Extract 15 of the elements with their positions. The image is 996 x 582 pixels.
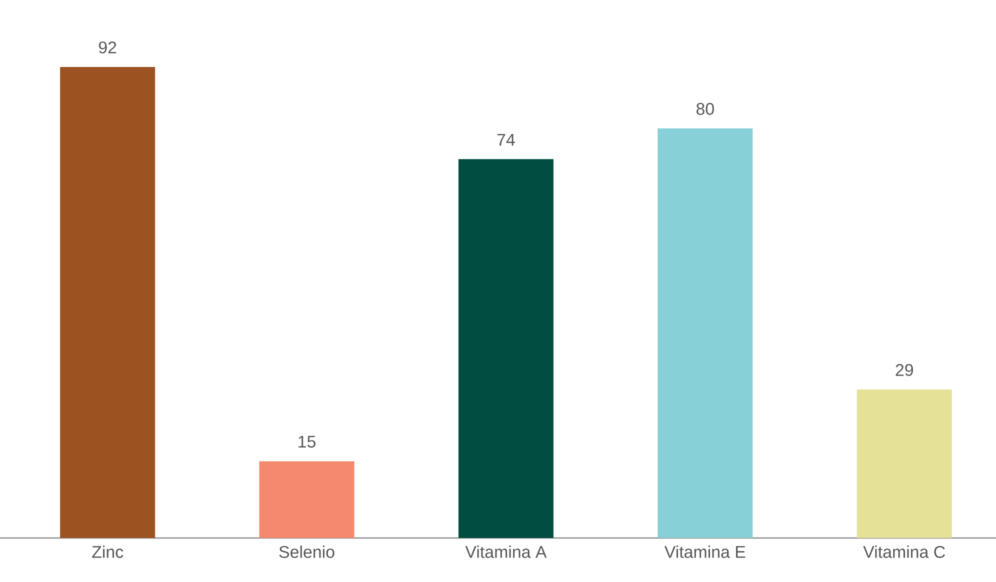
data-label: 29 [896,364,913,376]
data-label: 15 [298,436,316,448]
data-label: 92 [98,41,116,54]
bar [458,159,554,538]
data-label: 74 [497,134,515,146]
bar [658,128,753,538]
x-tick-label: Vitamina A [465,546,547,558]
data-label: 80 [696,102,714,115]
x-tick-label: Selenio [279,546,334,558]
x-tick-label: Zinc [92,546,124,558]
x-tick-label: Vitamina C [863,546,945,558]
bar [856,390,952,538]
bar [259,461,354,538]
x-tick-label: Vitamina E [664,546,746,558]
bar [60,66,156,538]
